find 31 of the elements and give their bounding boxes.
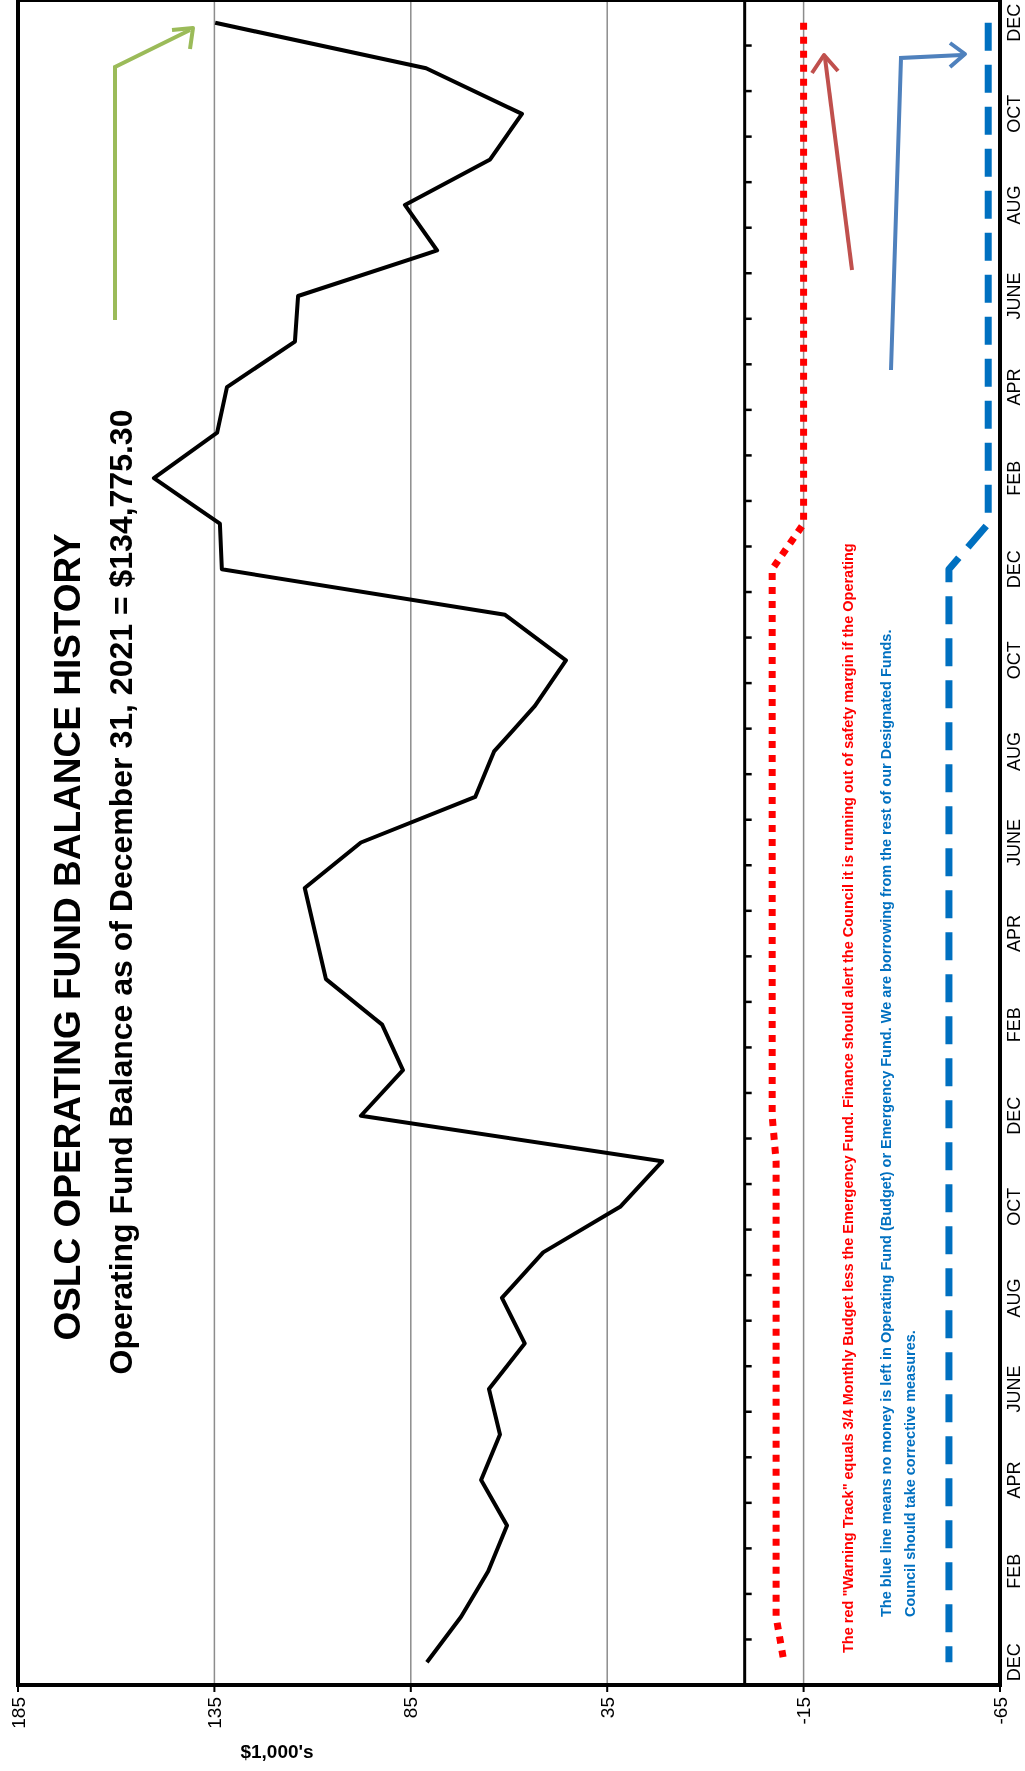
y-tick-label: APR [1004, 1461, 1024, 1499]
annotation: The red "Warning Track" equals 3/4 Monthly Budget less the Emergency Fund. Finance should alert the Council it is running out of safety margin if the Operating [840, 543, 856, 1653]
x-tick-label: -15 [793, 1697, 815, 1725]
y-tick-label: AUG [1004, 185, 1024, 225]
y-tick-label: OCT [1004, 1187, 1024, 1226]
y-tick-label: JUNE [1004, 272, 1024, 320]
y-tick-label: OCT [1004, 641, 1024, 680]
y-tick-label: JUNE [1004, 1365, 1024, 1413]
y-tick-label: FEB [1004, 460, 1024, 496]
y-tick-label: FEB [1004, 1553, 1024, 1589]
y-tick-label: APR [1004, 368, 1024, 406]
x-tick-label: -65 [989, 1697, 1011, 1725]
text: OSLC OPERATING FUND BALANCE HISTORY [47, 533, 88, 1341]
y-tick-label: APR [1004, 915, 1024, 953]
y-tick-label: DEC [1004, 550, 1024, 589]
x-axis-title: $1,000's [240, 1741, 314, 1762]
y-tick-label: AUG [1004, 731, 1024, 771]
y-tick-label: AUG [1004, 1278, 1024, 1318]
y-tick-label: FEB [1004, 1007, 1024, 1043]
x-tick-label: 185 [7, 1697, 29, 1729]
y-tick-label: DEC [1004, 3, 1024, 42]
y-tick-label: DEC [1004, 1096, 1024, 1135]
y-tick-label: JUNE [1004, 818, 1024, 867]
x-tick-label: 35 [596, 1697, 618, 1719]
y-tick-label: OCT [1004, 94, 1024, 133]
annotation: Council should take corrective measures. [902, 1330, 918, 1617]
x-tick-label: 85 [400, 1697, 422, 1719]
annotation: The blue line means no money is left in Operating Fund (Budget) or Emergency Fund. We are borrowing from the rest of our Designated Funds. [878, 629, 894, 1617]
text: Operating Fund Balance as of December 31, 2021 = $134,775.30 [103, 409, 139, 1375]
y-tick-label: DEC [1004, 1643, 1024, 1682]
x-tick-label: 135 [204, 1697, 226, 1729]
